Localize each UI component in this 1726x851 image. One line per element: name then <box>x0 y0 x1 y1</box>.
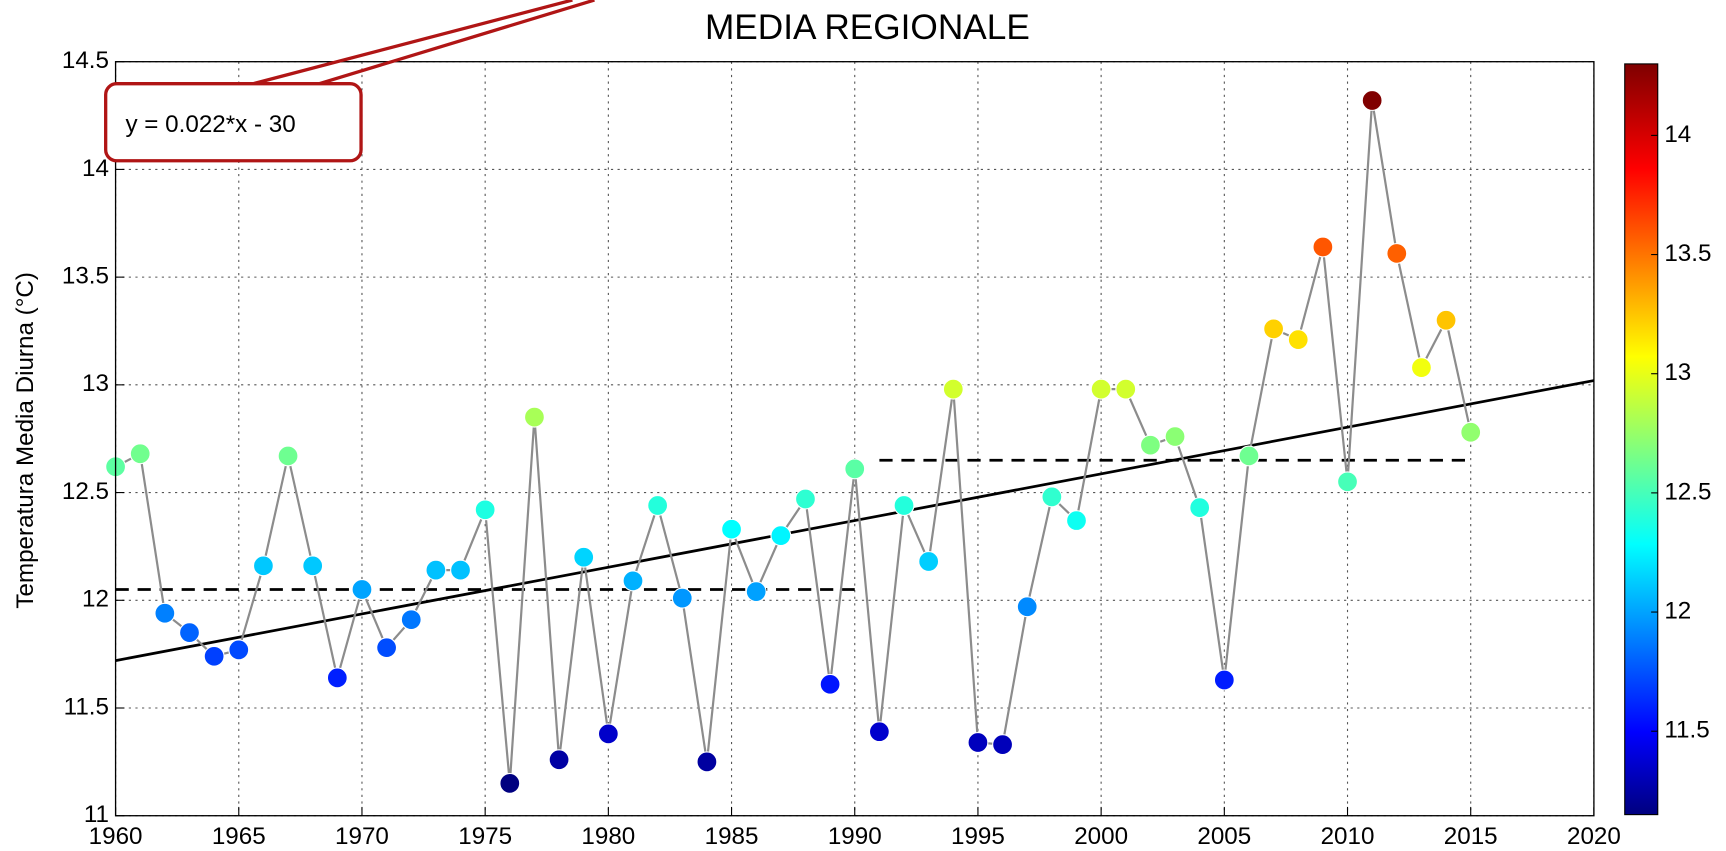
callout-line <box>253 0 572 84</box>
colorbar-tick-label: 14 <box>1664 121 1691 148</box>
data-point <box>1116 379 1136 399</box>
colorbar <box>1625 64 1658 815</box>
y-tick-label: 14 <box>82 155 109 182</box>
data-point <box>968 733 988 753</box>
y-tick-label: 11.5 <box>64 693 109 720</box>
data-point <box>1017 597 1037 617</box>
data-point <box>204 646 224 666</box>
data-point <box>672 588 692 608</box>
data-point <box>1264 319 1284 339</box>
data-point <box>475 500 495 520</box>
data-point <box>894 496 914 516</box>
data-point <box>451 560 471 580</box>
data-point <box>1091 379 1111 399</box>
data-point <box>278 446 298 466</box>
data-point <box>1436 310 1456 330</box>
data-point <box>771 526 791 546</box>
data-point <box>254 556 274 576</box>
colorbar-tick-label: 12.5 <box>1664 478 1711 505</box>
data-point <box>746 582 766 602</box>
data-point <box>1313 237 1333 257</box>
data-point <box>327 668 347 688</box>
data-point <box>130 444 150 464</box>
colorbar-tick-label: 13 <box>1664 359 1691 386</box>
x-tick-label: 2010 <box>1321 823 1375 850</box>
data-point <box>401 610 421 630</box>
data-point <box>943 379 963 399</box>
data-point <box>155 603 175 623</box>
data-point <box>845 459 865 479</box>
y-tick-label: 13.5 <box>62 263 109 290</box>
data-point <box>1387 244 1407 264</box>
data-point <box>1067 511 1087 531</box>
data-point <box>352 580 372 600</box>
y-tick-label: 14.5 <box>62 47 109 74</box>
data-point <box>697 752 717 772</box>
data-point <box>1042 487 1062 507</box>
annotation: y = 0.022*x - 30 <box>125 111 295 138</box>
colorbar-tick-label: 13.5 <box>1664 240 1711 267</box>
data-point <box>1362 91 1382 111</box>
x-tick-label: 1990 <box>828 823 882 850</box>
data-point <box>598 724 618 744</box>
y-tick-label: 12.5 <box>62 478 109 505</box>
data-point <box>1412 358 1432 378</box>
data-point <box>1461 422 1481 442</box>
x-tick-label: 1980 <box>581 823 635 850</box>
data-point <box>796 489 816 509</box>
data-point <box>919 552 939 572</box>
data-point <box>229 640 249 660</box>
colorbar-tick-label: 11.5 <box>1664 717 1709 744</box>
x-tick-label: 2000 <box>1074 823 1128 850</box>
data-point <box>1165 427 1185 447</box>
data-point <box>623 571 643 591</box>
y-axis-label: Temperatura Media Diurna (°C) <box>12 272 39 609</box>
data-point <box>1338 472 1358 492</box>
data-point <box>303 556 323 576</box>
x-tick-label: 1965 <box>212 823 266 850</box>
data-point <box>820 674 840 694</box>
x-tick-label: 2015 <box>1444 823 1498 850</box>
data-point <box>500 773 520 793</box>
chart-title: MEDIA REGIONALE <box>705 8 1030 47</box>
data-point <box>426 560 446 580</box>
y-tick-label: 12 <box>82 586 109 613</box>
data-point <box>1288 330 1308 350</box>
x-tick-label: 1985 <box>705 823 759 850</box>
data-point <box>993 735 1013 755</box>
data-point <box>1239 446 1259 466</box>
data-point <box>574 547 594 567</box>
data-point <box>722 519 742 539</box>
y-tick-label: 13 <box>82 370 109 397</box>
chart: MEDIA REGIONALE Temperatura Media Diurna… <box>0 0 1726 851</box>
x-tick-label: 1995 <box>951 823 1005 850</box>
data-point <box>1141 435 1161 455</box>
data-point <box>525 407 545 427</box>
x-tick-label: 2020 <box>1567 823 1621 850</box>
data-point <box>869 722 889 742</box>
data-point <box>648 496 668 516</box>
data-point <box>180 623 200 643</box>
x-tick-label: 1975 <box>458 823 512 850</box>
colorbar-tick-label: 12 <box>1664 597 1691 624</box>
y-tick-label: 11 <box>84 801 109 828</box>
callout-line <box>319 0 594 84</box>
data-point <box>549 750 569 770</box>
data-point <box>1190 498 1210 518</box>
x-tick-label: 2005 <box>1197 823 1251 850</box>
data-point <box>377 638 397 658</box>
x-tick-label: 1970 <box>335 823 389 850</box>
data-point <box>1214 670 1234 690</box>
